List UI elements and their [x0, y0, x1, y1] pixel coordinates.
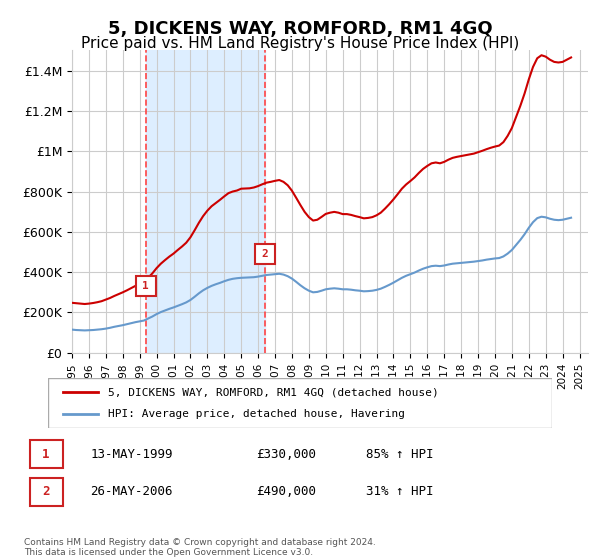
- Bar: [146, 50, 265, 353]
- Text: 1: 1: [142, 281, 149, 291]
- Text: £330,000: £330,000: [256, 447, 316, 460]
- Text: 13-MAY-1999: 13-MAY-1999: [90, 447, 173, 460]
- FancyBboxPatch shape: [29, 440, 62, 468]
- Text: 5, DICKENS WAY, ROMFORD, RM1 4GQ: 5, DICKENS WAY, ROMFORD, RM1 4GQ: [107, 20, 493, 38]
- Text: HPI: Average price, detached house, Havering: HPI: Average price, detached house, Have…: [109, 409, 406, 419]
- Text: 2: 2: [43, 485, 50, 498]
- Text: 1: 1: [43, 447, 50, 460]
- Text: Price paid vs. HM Land Registry's House Price Index (HPI): Price paid vs. HM Land Registry's House …: [81, 36, 519, 52]
- Text: Contains HM Land Registry data © Crown copyright and database right 2024.
This d: Contains HM Land Registry data © Crown c…: [24, 538, 376, 557]
- Text: 85% ↑ HPI: 85% ↑ HPI: [366, 447, 434, 460]
- Text: 5, DICKENS WAY, ROMFORD, RM1 4GQ (detached house): 5, DICKENS WAY, ROMFORD, RM1 4GQ (detach…: [109, 387, 439, 397]
- FancyBboxPatch shape: [48, 378, 552, 428]
- Text: 26-MAY-2006: 26-MAY-2006: [90, 485, 173, 498]
- Text: 31% ↑ HPI: 31% ↑ HPI: [366, 485, 434, 498]
- FancyBboxPatch shape: [29, 478, 62, 506]
- Text: £490,000: £490,000: [256, 485, 316, 498]
- Text: 2: 2: [262, 249, 268, 259]
